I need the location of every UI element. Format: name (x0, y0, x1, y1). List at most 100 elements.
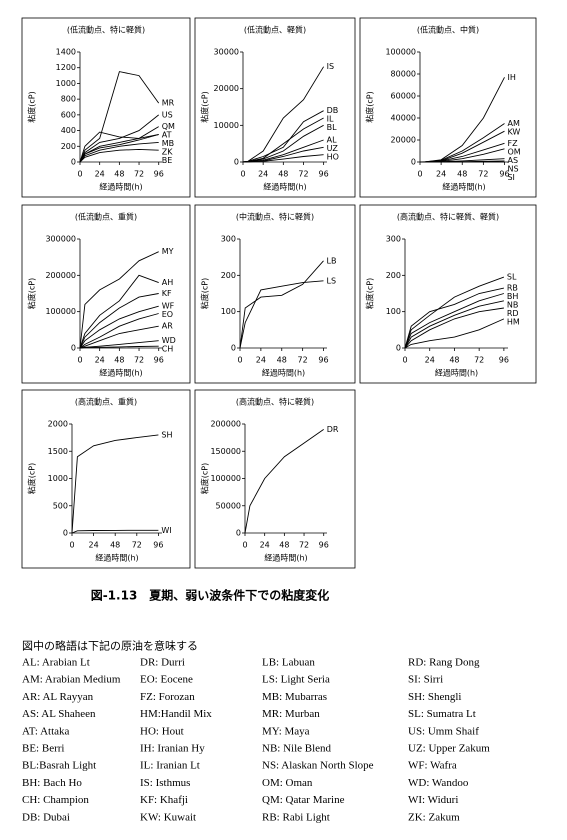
series-line (79, 131, 159, 163)
x-axis-label: 経過時間(h) (262, 368, 305, 378)
x-tick-label: 0 (242, 541, 247, 550)
y-tick-label: 60000 (391, 92, 416, 101)
y-tick-label: 0 (71, 344, 76, 353)
series-label: US (162, 110, 173, 119)
series-line (79, 313, 159, 349)
x-tick-label: 48 (277, 356, 287, 365)
series-label: WF (162, 302, 175, 311)
series-line (239, 260, 324, 349)
x-tick-label: 0 (77, 356, 82, 365)
x-tick-label: 72 (299, 541, 309, 550)
abbreviation: AR: AL Rayyan (22, 691, 94, 703)
series-label: NB (507, 301, 518, 310)
x-tick-label: 72 (134, 170, 144, 179)
x-tick-label: 0 (417, 170, 422, 179)
series-line (404, 287, 504, 349)
abbreviation: BH: Bach Ho (22, 777, 82, 789)
x-tick-label: 0 (240, 170, 245, 179)
abbreviation: HO: Hout (140, 725, 184, 737)
series-line (404, 276, 505, 349)
series-line (79, 141, 159, 163)
x-tick-label: 72 (474, 356, 484, 365)
abbreviation: IH: Iranian Hy (140, 743, 205, 755)
x-tick-label: 0 (77, 170, 82, 179)
series-label: KW (507, 128, 520, 137)
abbreviation: IL: Iranian Lt (140, 760, 200, 772)
series-label: DB (327, 106, 339, 115)
y-tick-label: 200000 (210, 420, 241, 429)
panel-frame (21, 389, 191, 569)
panel-frame (21, 204, 191, 384)
abbreviation: SI: Sirri (408, 674, 443, 686)
abbreviation: FZ: Forozan (140, 691, 195, 703)
x-tick-label: 96 (153, 541, 163, 550)
series-label: DR (327, 425, 339, 434)
y-tick-label: 300 (221, 235, 236, 244)
abbreviation: OM: Oman (262, 777, 313, 789)
x-tick-label: 96 (499, 356, 509, 365)
series-label: KF (162, 289, 172, 298)
y-tick-label: 0 (231, 344, 236, 353)
y-tick-label: 1000 (48, 474, 68, 483)
abbreviation: RD: Rang Dong (408, 657, 480, 669)
panel-frame (194, 17, 356, 198)
chart-title: (中流動点、特に軽質) (236, 212, 314, 222)
y-tick-label: 1500 (48, 447, 68, 456)
x-tick-label: 72 (298, 356, 308, 365)
x-axis-label: 経過時間(h) (99, 182, 142, 192)
y-tick-label: 100 (221, 307, 236, 316)
series-label: HO (327, 153, 339, 162)
y-axis-label: 粘度(cP) (200, 463, 210, 494)
y-axis-label: 粘度(cP) (27, 463, 37, 494)
series-label: WI (161, 526, 171, 535)
y-axis-label: 粘度(cP) (200, 278, 210, 309)
series-label: AM (507, 119, 519, 128)
series-label: CH (162, 345, 174, 354)
x-tick-label: 24 (260, 541, 270, 550)
series-line (242, 154, 324, 163)
series-label: MY (162, 247, 174, 256)
y-axis-label: 粘度(cP) (365, 91, 375, 122)
chart-title: (低流動点、特に軽質) (67, 25, 145, 35)
y-tick-label: 0 (63, 529, 68, 538)
y-tick-label: 500 (53, 501, 68, 510)
y-tick-label: 10000 (214, 121, 239, 130)
x-axis-label: 経過時間(h) (264, 553, 307, 563)
abbreviation: EO: Eocene (140, 674, 193, 686)
series-label: AH (162, 278, 174, 287)
chart-title: (高流動点、特に軽質、軽質) (397, 212, 499, 222)
series-line (79, 293, 159, 349)
x-tick-label: 48 (457, 170, 467, 179)
series-line (404, 318, 505, 349)
chart-title: (低流動点、軽質) (244, 25, 306, 35)
abbreviation: MB: Mubarras (262, 691, 327, 703)
y-axis-label: 粘度(cP) (27, 278, 37, 309)
x-tick-label: 96 (499, 170, 509, 179)
y-axis-label: 粘度(cP) (365, 278, 375, 309)
y-tick-label: 1000 (56, 79, 76, 88)
y-tick-label: 600 (61, 110, 76, 119)
series-label: EO (162, 310, 173, 319)
abbreviation: UZ: Upper Zakum (408, 743, 490, 755)
abbreviation: KW: Kuwait (140, 811, 196, 823)
series-line (404, 307, 504, 349)
x-tick-label: 48 (114, 170, 124, 179)
series-label: SI (507, 173, 514, 182)
abbreviation: WD: Wandoo (408, 777, 469, 789)
abbreviation: LS: Light Seria (262, 674, 330, 686)
series-line (404, 293, 505, 349)
series-label: IL (327, 115, 334, 124)
series-label: AR (162, 322, 173, 331)
abbreviation: NB: Nile Blend (262, 743, 332, 755)
abbreviation: WF: Wafra (408, 760, 457, 772)
x-tick-label: 72 (134, 356, 144, 365)
series-line (404, 300, 504, 349)
series-label: UZ (327, 144, 339, 153)
x-tick-label: 96 (319, 541, 329, 550)
x-tick-label: 96 (318, 356, 328, 365)
series-label: WD (162, 336, 176, 345)
abbreviation: RB: Rabi Light (262, 811, 330, 823)
series-label: RB (507, 284, 518, 293)
x-tick-label: 0 (402, 356, 407, 365)
